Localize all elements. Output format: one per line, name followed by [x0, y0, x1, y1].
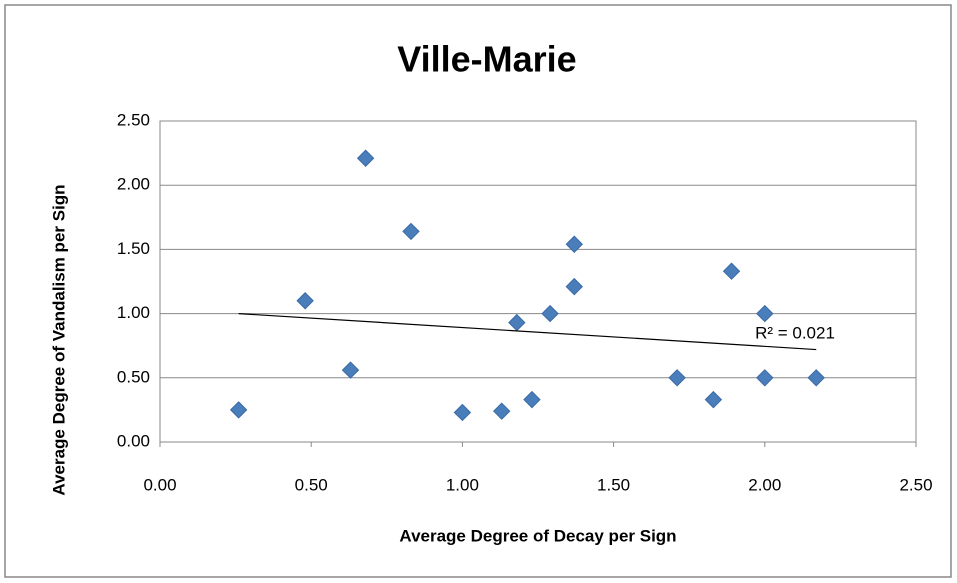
- y-tick-label: 2.00: [117, 175, 150, 194]
- x-tick-label: 2.50: [899, 475, 932, 494]
- y-tick-label: 1.00: [117, 303, 150, 322]
- point: [523, 390, 541, 409]
- x-axis-title: Average Degree of Decay per Sign: [399, 526, 676, 545]
- point: [541, 304, 559, 323]
- point: [807, 369, 825, 387]
- point: [565, 235, 583, 253]
- x-tick-label: 1.00: [446, 475, 479, 494]
- point: [493, 402, 511, 420]
- point: [704, 390, 723, 409]
- point: [565, 277, 583, 296]
- y-tick-label: 0.50: [117, 367, 150, 386]
- chart-border: [4, 4, 952, 578]
- point: [453, 403, 472, 422]
- point: [296, 292, 314, 310]
- trendline: [238, 313, 817, 351]
- point: [402, 222, 420, 241]
- point: [668, 369, 686, 387]
- point: [756, 304, 774, 323]
- y-tick-label: 0.00: [117, 431, 150, 450]
- point: [722, 262, 741, 280]
- x-tick-label: 0.50: [295, 475, 328, 494]
- point: [756, 369, 774, 387]
- x-tick-label: 2.00: [748, 475, 781, 494]
- y-tick-label: 2.50: [117, 110, 150, 129]
- chart-title: Ville-Marie: [397, 39, 576, 80]
- y-axis-title: Average Degree of Vandalism per Sign: [49, 184, 68, 495]
- trendline-label: R² = 0.021: [755, 323, 835, 342]
- y-tick-label: 1.50: [117, 239, 150, 258]
- x-tick-label: 1.50: [597, 475, 630, 494]
- plot-border: [159, 120, 917, 443]
- x-tick-label: 0.00: [143, 475, 176, 494]
- point: [341, 361, 360, 379]
- point: [229, 401, 248, 419]
- point: [356, 149, 375, 167]
